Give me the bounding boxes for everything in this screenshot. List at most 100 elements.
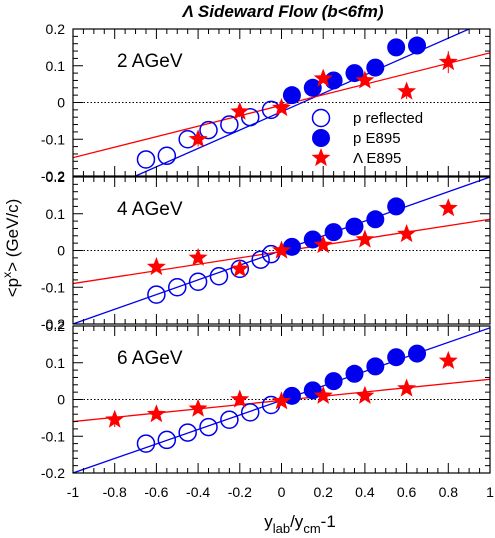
p-reflected-point [209,266,229,286]
y-tick-labels: -0.2-0.100.10.2-0.2-0.100.10.2-0.2-0.100… [41,21,65,481]
p-reflected-point [199,120,218,140]
p-reflected-point [147,285,166,304]
panel-ticks [72,176,491,325]
p-e895-point [387,348,406,367]
panel-frame [72,176,491,325]
p-e895-point [366,210,385,229]
lambda-e895-point [397,378,417,397]
p-e895-point [282,86,301,105]
p-reflected-point [220,410,239,429]
x-tick-label: -0.2 [228,484,252,500]
lambda-e895-point [355,229,375,248]
lambda-e895-point [355,70,375,89]
lambda-e895-point [397,224,417,243]
p-reflected-point [251,250,270,269]
lambda-e895-point [272,240,291,259]
lambda-e895-point [438,198,458,217]
lambda-e895-point [230,101,250,120]
panel-2: 4 AGeV [72,176,491,325]
x-axis-label-sub1: lab [273,521,290,536]
p-reflected-point [199,417,218,437]
panel-3: 6 AGeV [72,325,491,474]
p-reflected-point [178,423,197,442]
x-tick-label: -0.8 [103,484,127,500]
x-tick-label: -0.4 [186,484,210,500]
y-tick-label: 0 [57,392,65,408]
x-tick-label: 0 [278,484,286,500]
lambda-e895-point [146,257,166,276]
p-reflected-point [240,403,260,422]
legend-p-reflected-icon [311,108,331,128]
lambda-e895-point [188,398,208,417]
energy-label: 6 AGeV [117,348,183,369]
p-reflected-point [240,107,260,127]
legend-entry-label: p E895 [353,130,401,147]
y-axis-label-main: <p [3,278,22,297]
panel-frame [72,28,491,177]
x-tick-label: -1 [67,484,80,500]
lambda-e895-point [188,247,208,266]
panel-1: 2 AGeV [72,28,491,177]
y-tick-label: -0.1 [41,428,65,444]
y-tick-label: 0.1 [46,355,66,371]
lambda-e895-point [146,404,166,423]
legend-p-e895-icon [312,129,330,147]
x-axis-label: ylab/ycm-1 [264,512,336,536]
chart-title: Λ Sideward Flow (b<6fm) [181,2,383,21]
p-e895-point [366,357,385,376]
lambda-e895-point [105,409,125,428]
p-e895-point [282,237,301,256]
lambda-e895-point [438,52,458,71]
lambda-e895-point [188,129,208,148]
x-axis-label-end: -1 [321,512,336,531]
lambda-e895-point [313,235,333,254]
legend-entry-label: p reflected [353,110,423,127]
p-e895-point [324,372,343,391]
x-axis-label-mid: /y [290,512,304,531]
p-e895-point [408,36,427,55]
y-tick-label: -0.2 [41,168,65,184]
p-reflected-point [168,278,187,297]
legend: p reflected p E895 Λ E895 [311,108,423,167]
energy-label: 4 AGeV [117,199,183,220]
p-reflected-point [157,430,177,450]
lambda-e895-point [313,385,333,404]
p-e895-point [324,223,343,242]
p-e895-point [387,197,406,216]
x-tick-labels: -1 -0.8 -0.6 -0.4 -0.2 0 0.2 0.4 0.6 0.8 1 [67,484,494,500]
p-e895-point [345,364,364,383]
p-e895-point [408,344,427,363]
legend-lambda-e895-icon [311,148,331,167]
y-tick-label: 0.2 [46,318,66,334]
y-tick-label: 0.2 [46,169,66,185]
lambda-e895-point [272,391,291,410]
y-tick-label: -0.1 [41,131,65,147]
x-tick-label: 0.2 [313,484,333,500]
p-e895-point [387,38,406,57]
y-tick-label: 0.1 [46,58,66,74]
x-tick-label: 0.6 [397,484,417,500]
x-axis-label-sub2: cm [303,521,320,536]
p-e895-point [303,78,322,97]
x-tick-label: 0.8 [439,484,459,500]
lambda-e895-point [438,350,458,369]
lambda-e895-point [230,258,250,277]
y-tick-label: 0.2 [46,21,66,37]
p-e895-point [345,217,364,236]
x-tick-label: 1 [486,484,494,500]
y-tick-label: 0 [57,243,65,259]
p-reflected-point [157,146,177,166]
y-tick-label: 0.1 [46,206,66,222]
p-reflected-point [136,150,156,169]
x-tick-label: -0.6 [144,484,168,500]
x-tick-label: 0.4 [355,484,375,500]
y-axis-label: <px> (GeV/c) [0,199,22,298]
y-tick-label: -0.1 [41,279,65,295]
y-tick-label: -0.2 [41,465,65,481]
energy-label: 2 AGeV [117,51,183,72]
y-axis-label-end: > (GeV/c) [3,199,22,272]
y-tick-label: 0 [57,95,65,111]
p-reflected-point [136,434,156,453]
lambda-e895-point [272,98,291,117]
lambda-e895-point [313,68,333,87]
